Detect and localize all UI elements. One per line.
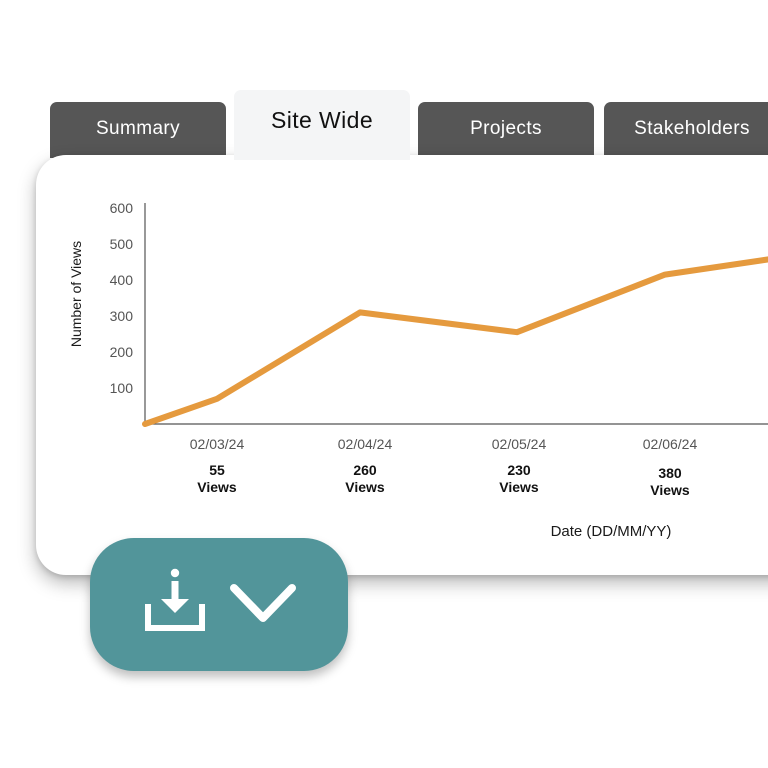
tab-projects[interactable]: Projects: [418, 102, 594, 158]
tab-label: Projects: [470, 118, 542, 139]
tab-label: Summary: [95, 118, 181, 139]
tab-stakeholders[interactable]: Stakeholders: [604, 102, 768, 158]
tab-site-wide[interactable]: Site Wide: [234, 90, 410, 160]
download-widget[interactable]: [90, 538, 348, 671]
download-icon[interactable]: [142, 568, 208, 634]
tab-summary[interactable]: Summary: [50, 102, 226, 158]
tab-label: Site Wide: [270, 106, 374, 133]
tab-label: Stakeholders: [634, 118, 750, 139]
chevron-down-icon[interactable]: [228, 582, 298, 626]
chart-card: [36, 155, 768, 575]
